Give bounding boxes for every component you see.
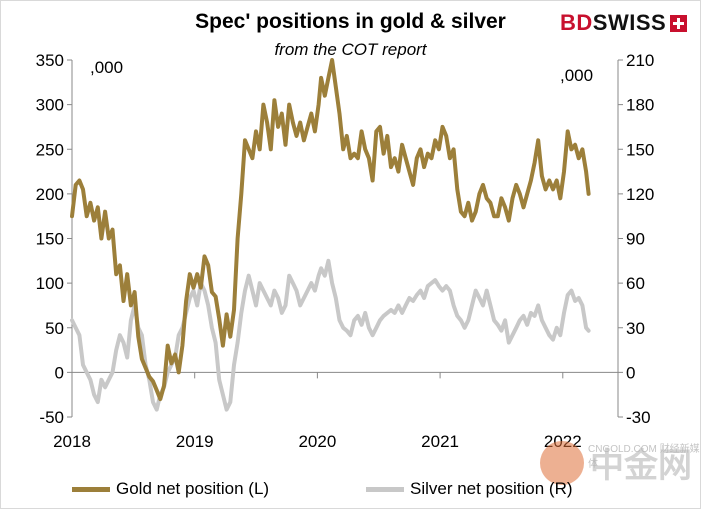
right-tick-label-6: 150: [626, 140, 654, 159]
gold-series-line: [70, 58, 591, 402]
legend-silver-swatch: [366, 486, 404, 492]
chart-title: Spec' positions in gold & silver: [195, 10, 506, 33]
right-tick-label-0: -30: [626, 408, 651, 427]
watermark-text: 中金网: [590, 446, 692, 486]
x-tick-label-3: 2021: [421, 432, 459, 451]
brand-logo-bd: BD: [560, 10, 593, 35]
left-axis-unit: ,000: [90, 58, 124, 77]
watermark-logo-icon: [540, 440, 584, 485]
right-tick-label-7: 180: [626, 96, 654, 115]
right-tick-label-3: 60: [626, 274, 645, 293]
legend-gold-swatch: [72, 486, 110, 492]
brand-logo: BD SWISS: [560, 10, 688, 36]
left-tick-label-0: -50: [39, 408, 64, 427]
legend-silver: Silver net position (R): [366, 479, 573, 499]
right-tick-label-8: 210: [626, 51, 654, 70]
left-tick-label-1: 0: [55, 363, 64, 382]
chart-subtitle: from the COT report: [274, 40, 427, 59]
left-tick-label-8: 350: [36, 51, 64, 70]
watermark-url-text: CNGOLD.COM: [588, 444, 657, 455]
right-tick-label-2: 30: [626, 319, 645, 338]
left-tick-label-2: 50: [45, 319, 64, 338]
right-tick-label-5: 120: [626, 185, 654, 204]
silver-series-line: [70, 258, 591, 412]
brand-logo-swiss: SWISS: [592, 10, 667, 35]
swiss-cross-icon: [670, 14, 688, 32]
watermark-tagline: 财经新媒体: [588, 444, 700, 470]
right-tick-label-4: 90: [626, 230, 645, 249]
right-axis-unit: ,000: [560, 66, 594, 85]
left-tick-label-3: 100: [36, 274, 64, 293]
left-tick-label-5: 200: [36, 185, 64, 204]
watermark-url: CNGOLD.COM 财经新媒体: [588, 440, 701, 470]
right-tick-label-1: 0: [626, 363, 635, 382]
legend-gold-label: Gold net position (L): [116, 479, 270, 498]
legend-silver-label: Silver net position (R): [410, 479, 573, 498]
legend-gold: Gold net position (L): [72, 479, 269, 499]
x-tick-label-1: 2019: [176, 432, 214, 451]
left-tick-label-7: 300: [36, 96, 64, 115]
x-tick-label-2: 2020: [298, 432, 336, 451]
left-tick-label-6: 250: [36, 140, 64, 159]
watermark: 中金网: [540, 438, 692, 487]
x-tick-label-0: 2018: [53, 432, 91, 451]
left-tick-label-4: 150: [36, 230, 64, 249]
